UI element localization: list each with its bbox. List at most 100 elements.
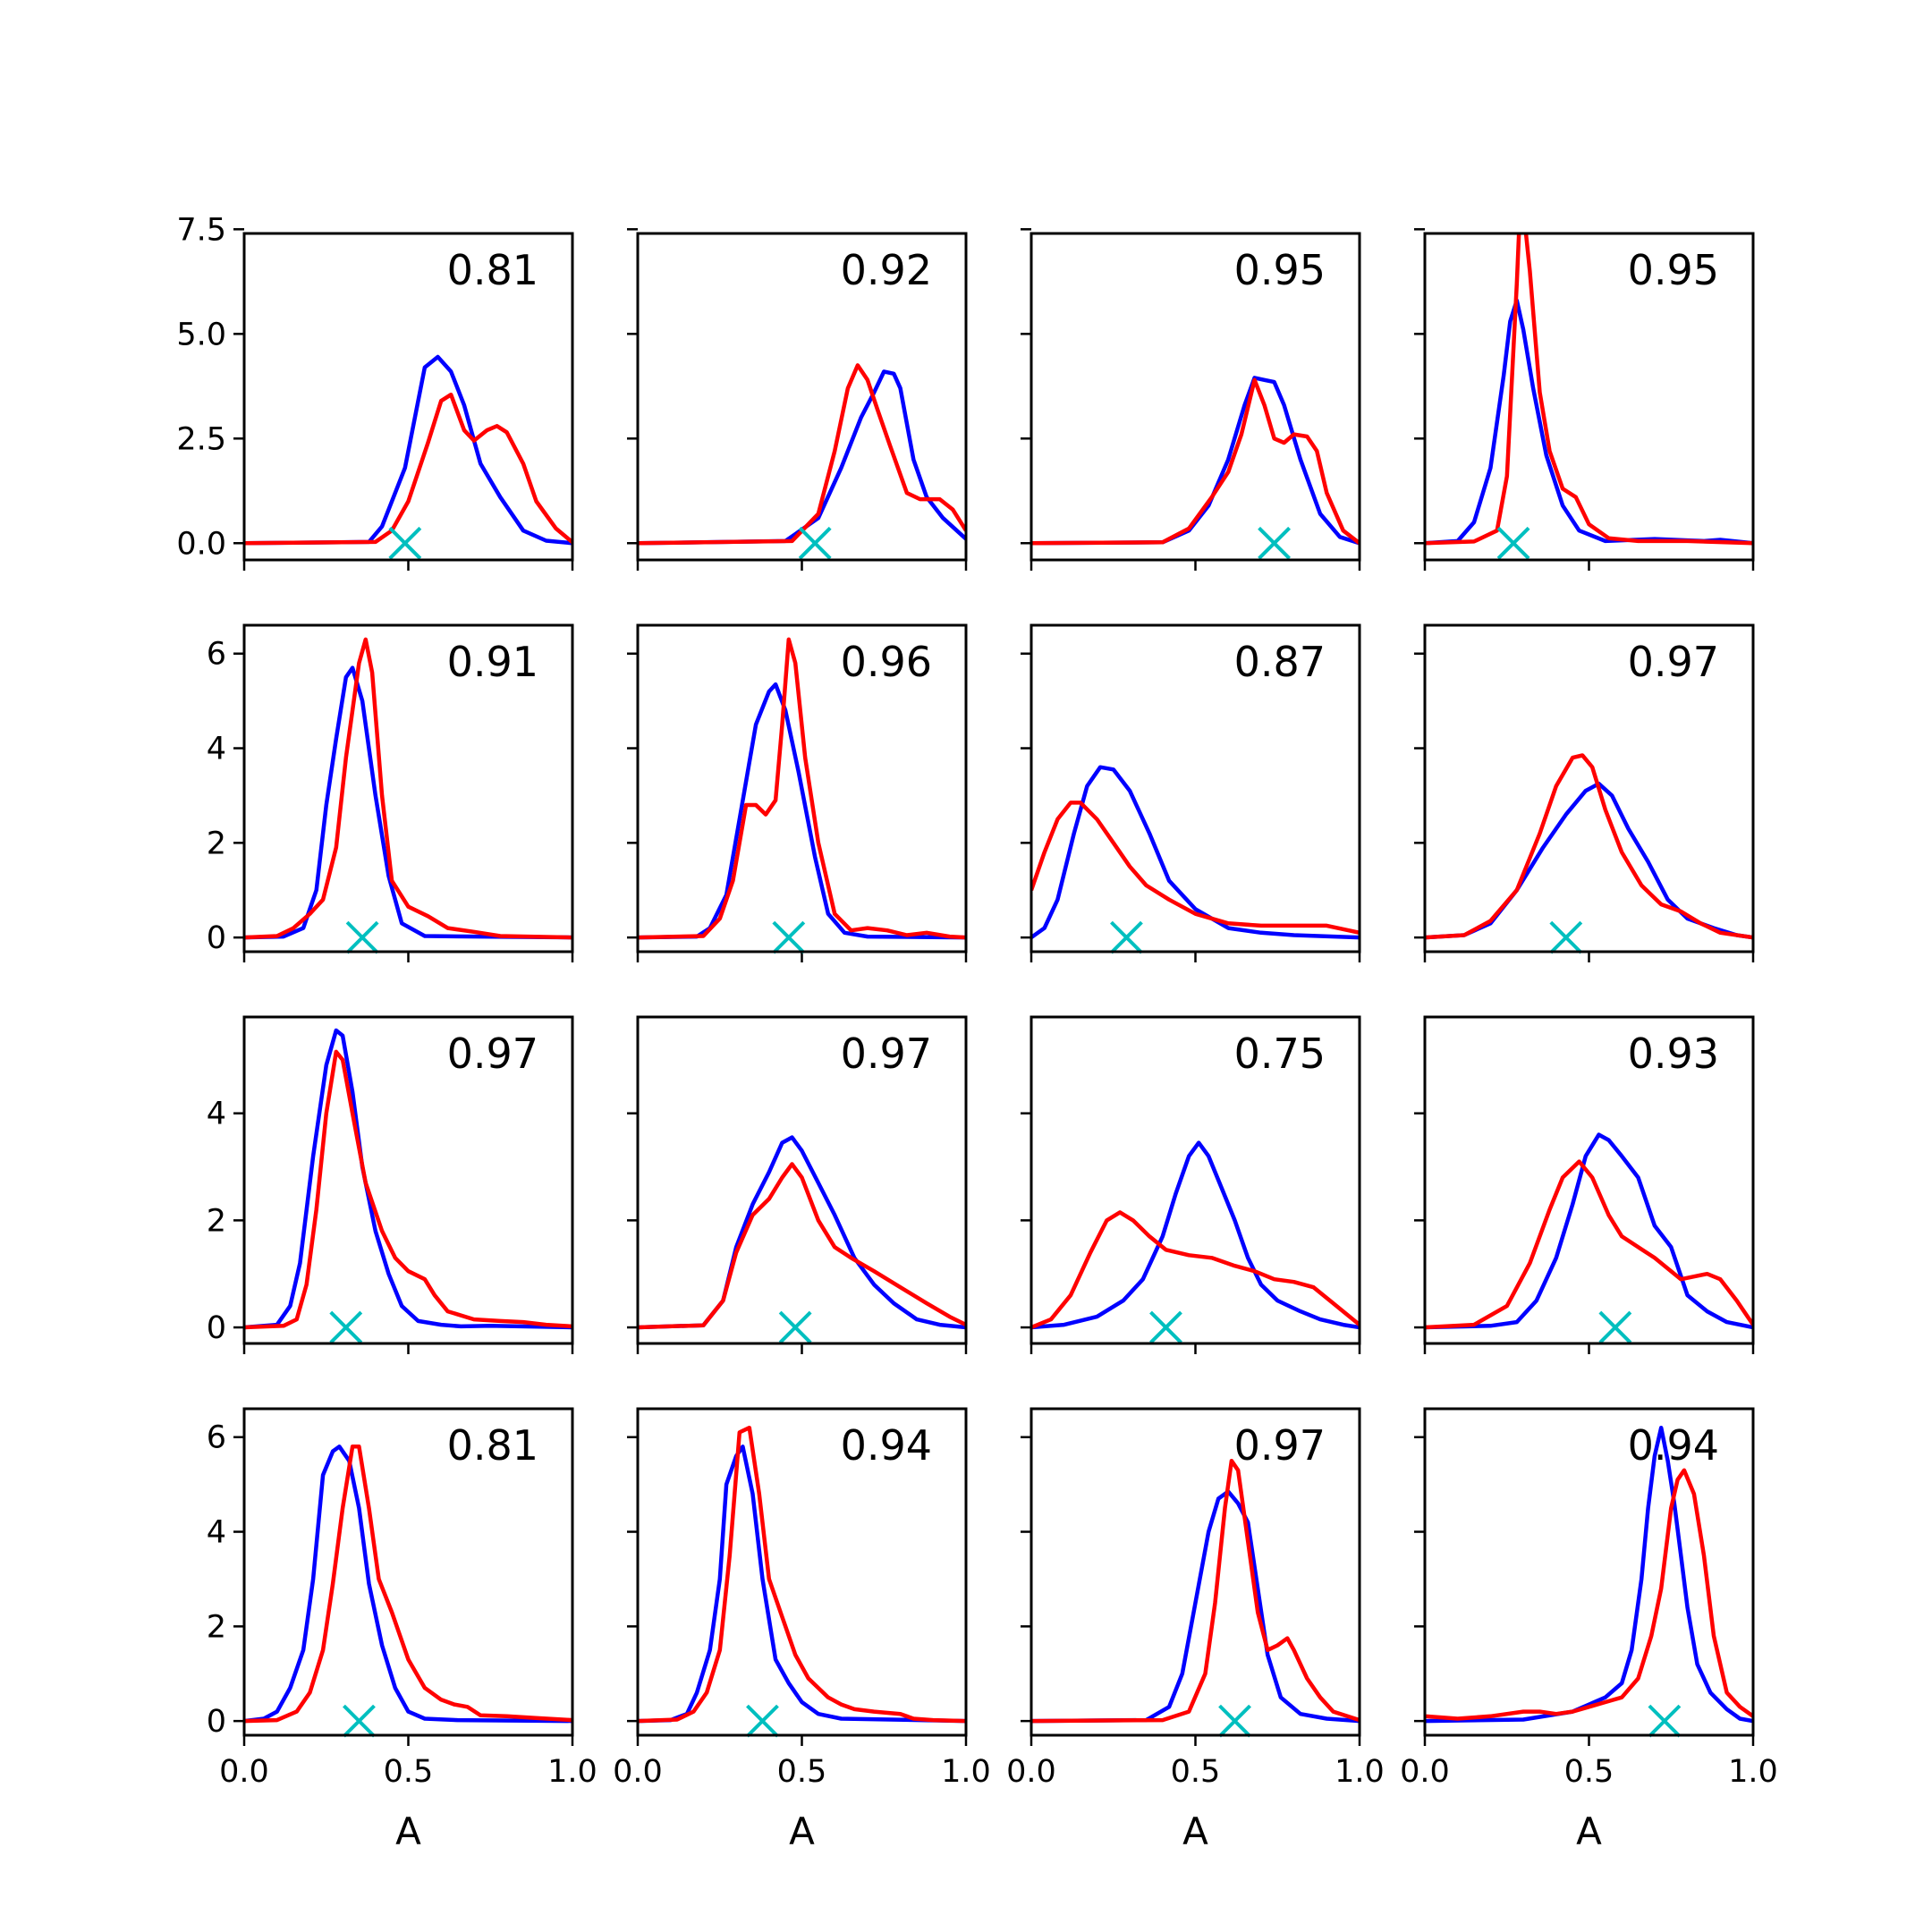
panel-value-label: 0.91: [447, 638, 538, 686]
x-tick-label: 0.5: [1564, 1754, 1614, 1790]
blue-series-line: [638, 1445, 966, 1724]
x-marker: [345, 920, 379, 954]
x-axis-label: A: [1182, 1809, 1208, 1853]
x-axis-label: A: [395, 1809, 421, 1853]
x-axis-label: A: [789, 1809, 815, 1853]
red-series-line: [1425, 1468, 1753, 1721]
red-series-line: [1031, 801, 1360, 935]
y-tick-label: 0: [207, 1310, 226, 1346]
panel-value-label: 0.97: [1628, 638, 1719, 686]
panel-3-3: 0.75: [1021, 1015, 1361, 1354]
panel-frame: [1423, 623, 1755, 953]
blue-series-line: [244, 354, 572, 546]
x-marker-stroke: [1598, 1310, 1632, 1344]
x-tick-label: 1.0: [547, 1754, 597, 1790]
x-marker-stroke: [1648, 1704, 1682, 1738]
red-series-line: [244, 1049, 572, 1330]
panel-1-2: 0.92: [627, 228, 968, 571]
x-marker: [1549, 920, 1583, 954]
x-tick-label: 1.0: [941, 1754, 991, 1790]
red-series-line: [1031, 377, 1360, 546]
x-marker: [1110, 920, 1143, 954]
panel-frame: [636, 1015, 968, 1345]
red-series-line: [638, 1162, 966, 1330]
panel-frame: [1030, 1015, 1361, 1345]
x-marker: [1648, 1704, 1682, 1738]
x-marker: [1149, 1310, 1182, 1344]
x-marker: [1258, 526, 1291, 560]
blue-series-line: [1425, 1132, 1753, 1330]
panel-frame: [242, 1015, 574, 1345]
y-tick-label: 2.5: [176, 421, 226, 457]
panel-frame: [636, 623, 968, 953]
panel-value-label: 0.87: [1234, 638, 1326, 686]
x-marker: [1496, 526, 1530, 560]
panel-value-label: 0.97: [447, 1030, 538, 1078]
x-marker-stroke: [1218, 1704, 1251, 1738]
panel-2-3: 0.87: [1021, 623, 1361, 962]
x-marker: [772, 920, 806, 954]
y-tick-label: 6: [207, 1420, 226, 1456]
panel-value-label: 0.96: [841, 638, 932, 686]
y-tick-label: 4: [207, 732, 226, 767]
x-tick-label: 0.0: [1400, 1754, 1450, 1790]
x-tick-label: 0.0: [219, 1754, 269, 1790]
blue-series-line: [638, 369, 966, 546]
red-series-line: [1031, 1210, 1360, 1330]
y-tick-label: 6: [207, 637, 226, 673]
panel-frame: [1030, 1407, 1361, 1737]
red-series-line: [638, 1425, 966, 1724]
x-marker-stroke: [1258, 526, 1291, 560]
blue-series-line: [244, 665, 572, 940]
red-series-line: [638, 637, 966, 940]
panel-frame: [1423, 1015, 1755, 1345]
panel-2-2: 0.96: [627, 623, 968, 962]
panel-frame: [1423, 232, 1755, 562]
panel-4-3: 0.0 0.5 1.0 0.97 A: [1006, 1407, 1385, 1853]
x-marker-stroke: [329, 1310, 363, 1344]
x-marker-stroke: [772, 920, 806, 954]
blue-series-line: [1031, 765, 1360, 940]
panel-frame: [242, 623, 574, 953]
x-marker-stroke: [1496, 526, 1530, 560]
x-tick-label: 0.5: [1171, 1754, 1221, 1790]
panel-4-4: 0.0 0.5 1.0 0.94 A: [1400, 1407, 1778, 1853]
panel-4-2: 0.0 0.5 1.0 0.94 A: [613, 1407, 991, 1853]
blue-series-line: [638, 682, 966, 940]
panel-1-1: 0.0 2.5 5.0 7.5 0.81: [176, 212, 574, 571]
y-tick-label: 5.0: [176, 317, 226, 352]
panel-grid: 0.0 2.5 5.0 7.5 0.81 0.92 0.95 0.95 0 2 4 6 0.91 0.96…: [176, 212, 1778, 1853]
red-series-line: [1031, 1458, 1360, 1724]
panel-1-3: 0.95: [1021, 228, 1361, 571]
x-marker-stroke: [778, 1310, 812, 1344]
panel-frame: [636, 1407, 968, 1737]
panel-value-label: 0.95: [1234, 246, 1326, 294]
x-tick-label: 0.0: [1006, 1754, 1056, 1790]
x-tick-label: 0.0: [613, 1754, 663, 1790]
panel-2-1: 0 2 4 6 0.91: [207, 623, 574, 962]
panel-frame: [1030, 623, 1361, 953]
panel-value-label: 0.81: [447, 246, 538, 294]
panel-1-4: 0.95: [1414, 228, 1755, 571]
panel-frame: [1423, 1407, 1755, 1737]
panel-value-label: 0.94: [1628, 1421, 1719, 1470]
red-series-line: [244, 637, 572, 940]
y-tick-label: 2: [207, 826, 226, 861]
panel-value-label: 0.95: [1628, 246, 1719, 294]
x-tick-label: 1.0: [1728, 1754, 1778, 1790]
panel-value-label: 0.92: [841, 246, 932, 294]
x-marker-stroke: [343, 1704, 376, 1738]
x-marker-stroke: [1110, 920, 1143, 954]
panel-2-4: 0.97: [1414, 623, 1755, 962]
panel-3-4: 0.93: [1414, 1015, 1755, 1354]
red-series-line: [1425, 753, 1753, 940]
red-series-line: [244, 1445, 572, 1724]
x-marker: [1598, 1310, 1632, 1344]
panel-value-label: 0.81: [447, 1421, 538, 1470]
panel-value-label: 0.97: [1234, 1421, 1326, 1470]
x-marker: [778, 1310, 812, 1344]
y-tick-label: 7.5: [176, 212, 226, 248]
x-tick-label: 0.5: [384, 1754, 434, 1790]
blue-series-line: [1031, 1140, 1360, 1330]
